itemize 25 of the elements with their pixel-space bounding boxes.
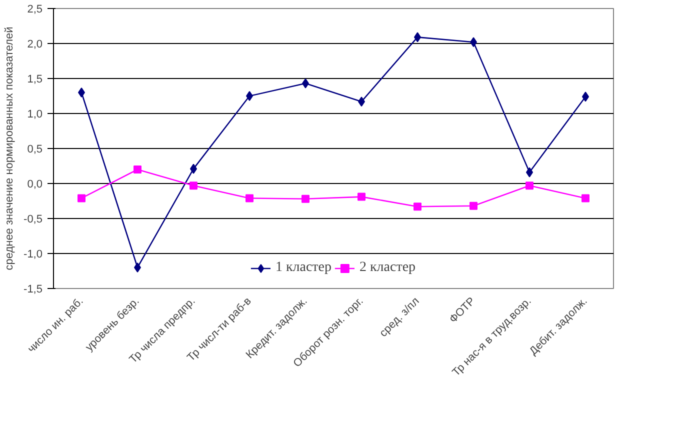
y-tick-label: 1,5 [27,74,43,86]
point [246,194,254,202]
y-axis-title: среднее значение нормированных показателей [4,26,16,270]
point [190,182,198,190]
y-tick-label: 0,0 [27,178,43,190]
point [358,192,366,201]
legend-label: 1 кластер [275,260,332,276]
y-tick-label: 0,5 [27,144,43,156]
point [582,194,590,202]
point [414,202,422,211]
y-tick-label: -1,5 [24,284,43,296]
y-tick-label: 1,0 [27,108,43,120]
legend-label: 2 кластер [360,260,416,276]
y-tick-label: -1,0 [24,248,43,260]
point [302,194,310,203]
y-tick-label: 2,0 [27,38,43,50]
y-tick-label: -0,5 [24,214,43,226]
point [470,202,478,210]
point [246,91,253,101]
y-tick-label: 2,5 [27,4,43,16]
point [78,194,86,202]
point [134,262,141,272]
point [78,88,85,98]
point [134,166,142,174]
point [526,182,534,190]
